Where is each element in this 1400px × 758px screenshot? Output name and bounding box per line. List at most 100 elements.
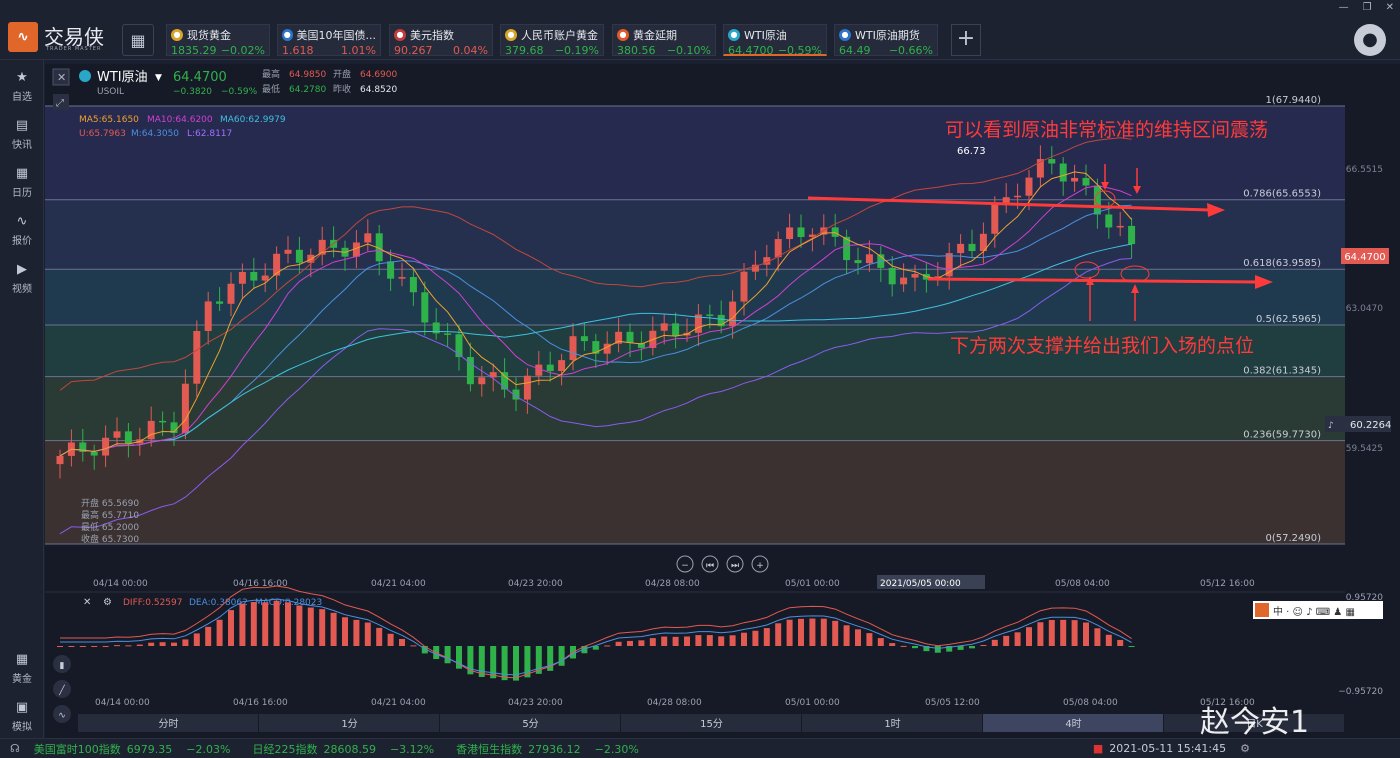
candle-body [147,420,155,440]
settings-icon[interactable]: ⚙ [103,597,112,608]
macd-bar [798,618,804,646]
close-icon[interactable]: ✕ [1385,2,1394,13]
ticker-tab[interactable]: ● 黄金延期 380.56 −0.10% [612,24,716,57]
macd-bar [91,646,98,647]
macd-bar [193,633,200,646]
timeframe-tab[interactable] [1164,714,1344,732]
macd-bar [205,626,212,646]
candle-body [1082,177,1090,186]
x-axis-label: 04/14 00:00 [93,579,148,589]
macd-bar [216,619,223,646]
simulate-icon: ▣ [15,700,29,715]
ticker-tab[interactable]: ● WTI原油 64.4700 −0.59% [723,24,827,57]
macd-bar [330,612,337,646]
sidebar-item-label: 快讯 [12,140,32,151]
macd-bar [1105,634,1112,646]
candle-body [865,254,873,264]
zoom-control-button[interactable] [676,555,694,573]
macd-bar [1128,646,1135,647]
ticker-values: 64.4700 −0.59% [728,44,822,57]
wave-tool-button[interactable] [53,705,71,723]
instrument-icon [79,70,91,82]
sidebar-item[interactable]: ▣ 模拟 [0,700,44,733]
sidebar-item[interactable]: ▤ 快讯 [0,118,44,151]
sidebar-item-label: 视频 [12,284,32,295]
headset-icon[interactable]: ☊ [10,742,20,755]
scroll-start-icon: ⏮ [706,561,714,571]
zoom-control-button[interactable] [701,555,719,573]
add-tab-button[interactable]: + [951,24,981,56]
grid-menu-button[interactable]: ▦ [122,24,154,56]
ticker-tab[interactable]: ● 美国10年国债... 1.618 1.01% [277,24,381,57]
candle-body [774,239,782,258]
macd-histogram [57,600,1135,681]
ticker-tab[interactable]: ● 美元指数 90.267 0.04% [389,24,493,57]
timeframe-tab[interactable] [259,714,439,732]
candle-body [489,372,497,378]
candle-body [124,431,132,444]
ticker-name: 人民币账户黄金 [521,29,598,42]
index-name: 美国富时100指数 [33,742,121,756]
macd-x-axis-label: 04/16 16:00 [233,698,288,708]
sidebar-item[interactable]: ▦ 日历 [0,166,44,199]
flag-icon: ■ [1092,742,1104,755]
price-chart[interactable]: 1(67.9440) 0.786(65.6553) 0.618(63.9585) 0.… [45,64,1400,738]
index-quote[interactable]: 香港恒生指数 27936.12 −2.30% [456,741,639,757]
alert-price-tag[interactable] [1325,416,1391,432]
expand-button[interactable] [53,94,69,110]
ime-toolbar[interactable] [1253,601,1383,619]
boll-lower-line [59,258,1132,535]
macd-x-axis-label: 05/08 04:00 [1063,698,1118,708]
zoom-control-button[interactable] [726,555,744,573]
candle-body [159,420,167,423]
macd-top-label: 0.95720 [1346,593,1383,603]
ticker-tab[interactable]: ● WTI原油期货 64.49 −0.66% [834,24,938,57]
sidebar-item[interactable]: ▦ 黄金 [0,652,44,685]
sidebar-item[interactable]: ★ 自选 [0,70,44,103]
macd-bar [171,642,177,646]
status-bar: ☊ 美国富时100指数 6979.35 −2.03% 日经225指数 28608.59 −3… [0,738,1400,758]
macd-bar [900,645,907,647]
restore-icon[interactable]: ❐ [1362,2,1372,13]
indicator-l: L:62.8117 [187,129,232,139]
ticker-values: 1.618 1.01% [282,44,376,57]
draw-line-button[interactable] [53,680,71,698]
timeframe-tab[interactable] [440,714,620,732]
timeframe-tab[interactable] [78,714,258,732]
gold-icon: ▦ [15,652,29,667]
timeframe-tab[interactable] [802,714,982,732]
ticker-name: 现货黄金 [187,29,231,42]
instrument-icon: ● [171,29,183,41]
minimize-icon[interactable]: — [1338,2,1349,13]
index-quote[interactable]: 美国富时100指数 6979.35 −2.03% [34,741,231,757]
avatar[interactable]: ● [1354,24,1386,56]
instrument-name[interactable]: WTI原油 [97,70,148,85]
timeframe-tab[interactable] [983,714,1163,732]
current-price-value: 64.4700 [1344,252,1385,263]
sidebar-item-label: 日历 [12,188,32,199]
macd-bar [68,646,75,647]
wave-icon: ∿ [58,711,66,721]
indicator-tool-button[interactable] [53,655,71,673]
candle-body [216,301,224,304]
zoom-control-button[interactable] [751,555,769,573]
ticker-tab[interactable]: ● 现货黄金 1835.29 −0.02% [166,24,270,57]
annotation-top: 可以看到原油非常标准的维持区间震荡 [945,119,1268,141]
macd-bar [991,639,998,646]
index-quote[interactable]: 日经225指数 28608.59 −3.12% [252,741,434,757]
candle-body [387,261,395,279]
close-chart-button[interactable] [52,68,70,86]
sidebar-item[interactable]: ∿ 报价 [0,214,44,247]
macd-bar [421,646,428,654]
boll-mid-line [59,204,1132,457]
settings-icon[interactable]: ⚙ [1240,742,1250,755]
ticker-name: 美元指数 [410,29,454,42]
macd-bar [1048,620,1055,646]
chart-area[interactable]: 1(67.9440) 0.786(65.6553) 0.618(63.9585) 0.… [45,64,1400,738]
sidebar-item[interactable]: ▶ 视频 [0,262,44,295]
ticker-tab[interactable]: ● 人民币账户黄金 379.68 −0.19% [500,24,604,57]
candle-body [1014,195,1022,198]
dropdown-icon[interactable]: ▼ [155,73,162,83]
timeframe-tab[interactable] [621,714,801,732]
close-macd-icon[interactable]: ✕ [83,597,91,608]
